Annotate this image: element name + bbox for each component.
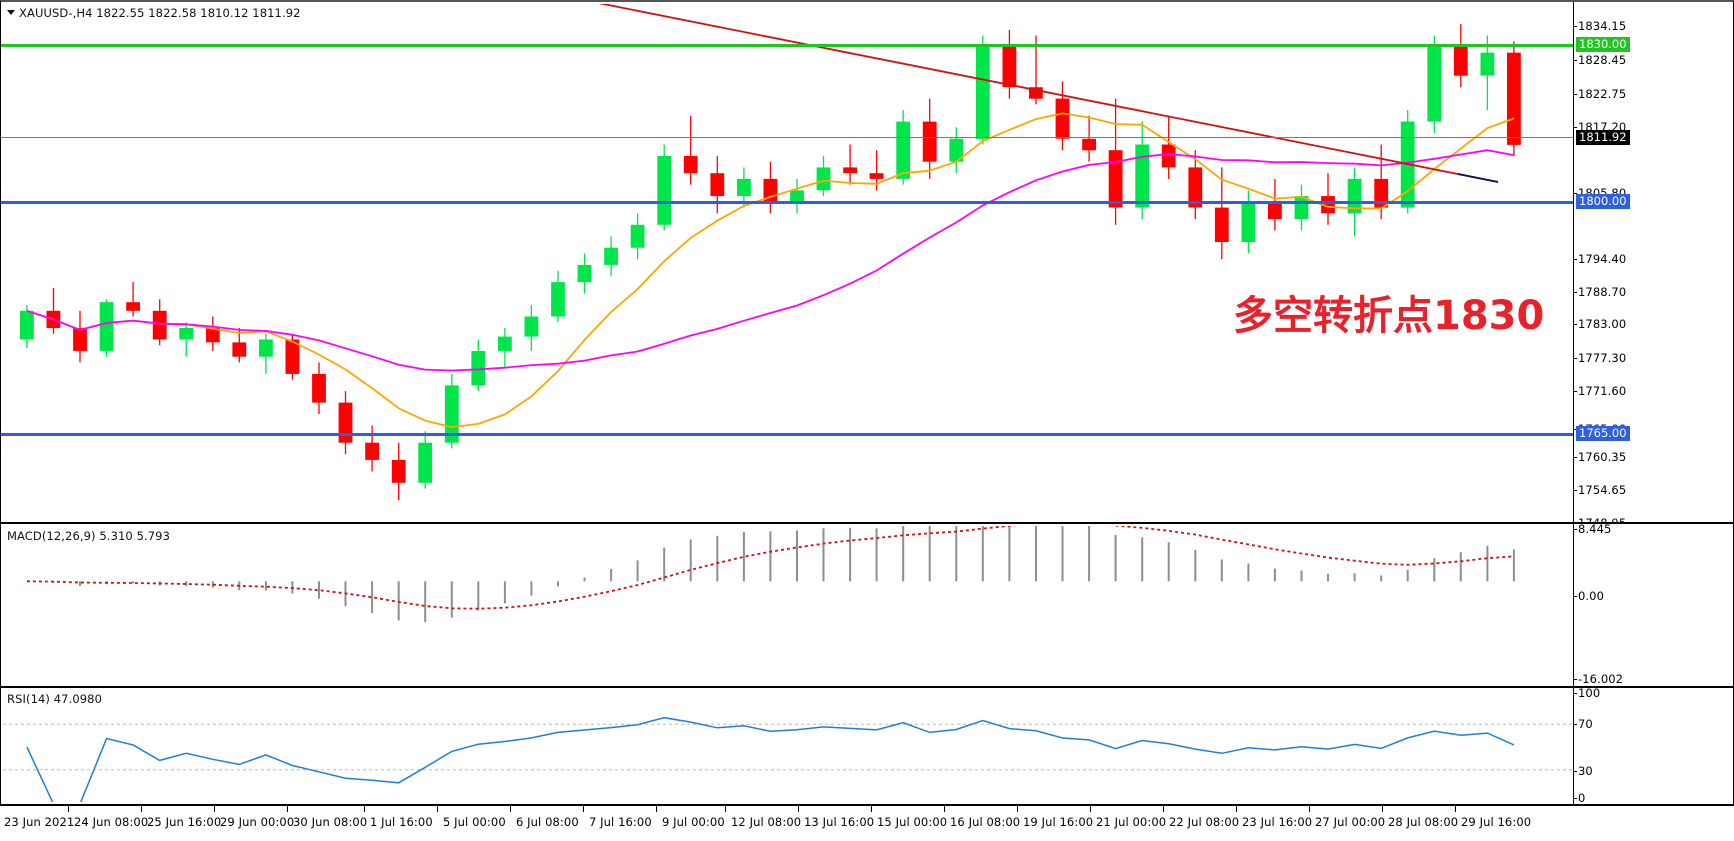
price-scale[interactable]: 1834.15 1828.45 1822.75 1817.20 1805.80 1794.… <box>1573 2 1733 522</box>
time-tick <box>1309 806 1310 812</box>
time-label: 29 Jul 16:00 <box>1461 815 1532 829</box>
time-label: 24 Jun 08:00 <box>74 815 149 829</box>
time-label: 15 Jul 00:00 <box>877 815 948 829</box>
time-label: 5 Jul 00:00 <box>443 815 506 829</box>
scale-tick: 70 <box>1574 717 1593 731</box>
chevron-down-icon[interactable] <box>7 10 15 15</box>
price-tag: 1800.00 <box>1576 194 1630 209</box>
time-label: 22 Jul 08:00 <box>1169 815 1240 829</box>
price-tick: 1754.65 <box>1573 483 1627 497</box>
time-label: 25 Jun 16:00 <box>147 815 222 829</box>
price-tick: 1805.80 <box>1573 186 1627 200</box>
price-tick: 1783.00 <box>1573 317 1627 331</box>
symbol-header-label: XAUUSD-,H4 1822.55 1822.58 1810.12 1811.… <box>19 6 301 20</box>
price-tick: 1788.70 <box>1573 285 1627 299</box>
price-candlestick-svg <box>20 4 1521 501</box>
price-tick: 1760.35 <box>1573 450 1627 464</box>
time-tick <box>68 806 69 812</box>
time-label: 6 Jul 08:00 <box>516 815 579 829</box>
scale-tick: 0 <box>1573 791 1586 804</box>
price-tick: 1828.45 <box>1573 53 1627 67</box>
scale-tick: 100 <box>1573 688 1601 700</box>
time-tick <box>1236 806 1237 812</box>
time-label: 1 Jul 16:00 <box>370 815 433 829</box>
time-label: 7 Jul 16:00 <box>589 815 652 829</box>
time-tick <box>1163 806 1164 812</box>
time-tick <box>1382 806 1383 812</box>
time-label: 16 Jul 08:00 <box>950 815 1021 829</box>
time-label: 12 Jul 08:00 <box>731 815 802 829</box>
price-tag: 1765.00 <box>1576 426 1630 441</box>
current-price-line <box>1 137 1573 138</box>
time-label: 29 Jun 00:00 <box>220 815 295 829</box>
price-tick: 1834.15 <box>1573 19 1627 33</box>
rsi-plot-area[interactable] <box>3 690 1733 802</box>
scale-tick: 0.00 <box>1573 589 1605 603</box>
resistance-line-1830 <box>1 44 1573 47</box>
time-label: 27 Jul 00:00 <box>1315 815 1386 829</box>
support-line-1765 <box>1 433 1573 436</box>
time-label: 9 Jul 00:00 <box>662 815 725 829</box>
price-tick: 1794.40 <box>1573 252 1627 266</box>
time-tick <box>364 806 365 812</box>
time-label: 19 Jul 16:00 <box>1023 815 1094 829</box>
time-label: 30 Jun 08:00 <box>293 815 368 829</box>
time-tick <box>214 806 215 812</box>
rsi-panel[interactable]: RSI(14) 47.0980 100 70 30 0 <box>0 687 1734 805</box>
macd-panel[interactable]: MACD(12,26,9) 5.310 5.793 8.445 0.00 -16.0… <box>0 523 1734 687</box>
time-tick <box>944 806 945 812</box>
time-axis[interactable]: 23 Jun 2021 24 Jun 08:00 25 Jun 16:00 29 Ju… <box>0 805 1734 841</box>
price-tag: 1811.92 <box>1576 130 1630 145</box>
price-chart-panel[interactable]: 多空转折点1830 XAUUSD-,H4 1822.55 1822.58 181… <box>0 0 1734 523</box>
symbol-header: XAUUSD-,H4 1822.55 1822.58 1810.12 1811.… <box>7 6 301 20</box>
scale-tick: -16.002 <box>1573 672 1624 686</box>
price-tick: 1817.20 <box>1573 120 1627 134</box>
time-tick <box>1090 806 1091 812</box>
time-tick <box>725 806 726 812</box>
time-tick <box>1017 806 1018 812</box>
chart-annotation-text: 多空转折点1830 <box>1233 293 1545 339</box>
time-label: 21 Jul 00:00 <box>1096 815 1167 829</box>
rsi-svg <box>3 716 1575 802</box>
macd-header-label: MACD(12,26,9) 5.310 5.793 <box>7 529 170 543</box>
macd-plot-area[interactable] <box>3 526 1733 684</box>
time-tick <box>871 806 872 812</box>
time-label: 13 Jul 16:00 <box>804 815 875 829</box>
time-tick <box>798 806 799 812</box>
time-tick <box>583 806 584 812</box>
price-tick: 1748.95 <box>1578 517 1626 522</box>
rsi-header-label: RSI(14) 47.0980 <box>7 692 102 706</box>
time-tick <box>141 806 142 812</box>
time-tick <box>287 806 288 812</box>
time-tick <box>510 806 511 812</box>
macd-scale: 8.445 0.00 -16.002 <box>1573 524 1733 686</box>
price-tick: 1822.75 <box>1573 87 1627 101</box>
price-tick: 1777.30 <box>1573 351 1627 365</box>
scale-tick: 30 <box>1574 764 1593 778</box>
time-tick <box>437 806 438 812</box>
time-label: 28 Jul 08:00 <box>1388 815 1459 829</box>
time-label: 23 Jul 16:00 <box>1242 815 1313 829</box>
price-tick: 1771.60 <box>1573 384 1627 398</box>
scale-tick: 8.445 <box>1573 524 1612 536</box>
support-line-1800 <box>1 201 1573 204</box>
time-label: 23 Jun 2021 <box>4 815 75 829</box>
rsi-scale: 100 70 30 0 <box>1573 688 1733 804</box>
time-tick <box>656 806 657 812</box>
time-tick <box>1455 806 1456 812</box>
macd-svg <box>26 526 1515 622</box>
price-plot-area[interactable] <box>3 4 1733 520</box>
price-tag: 1830.00 <box>1576 37 1630 52</box>
